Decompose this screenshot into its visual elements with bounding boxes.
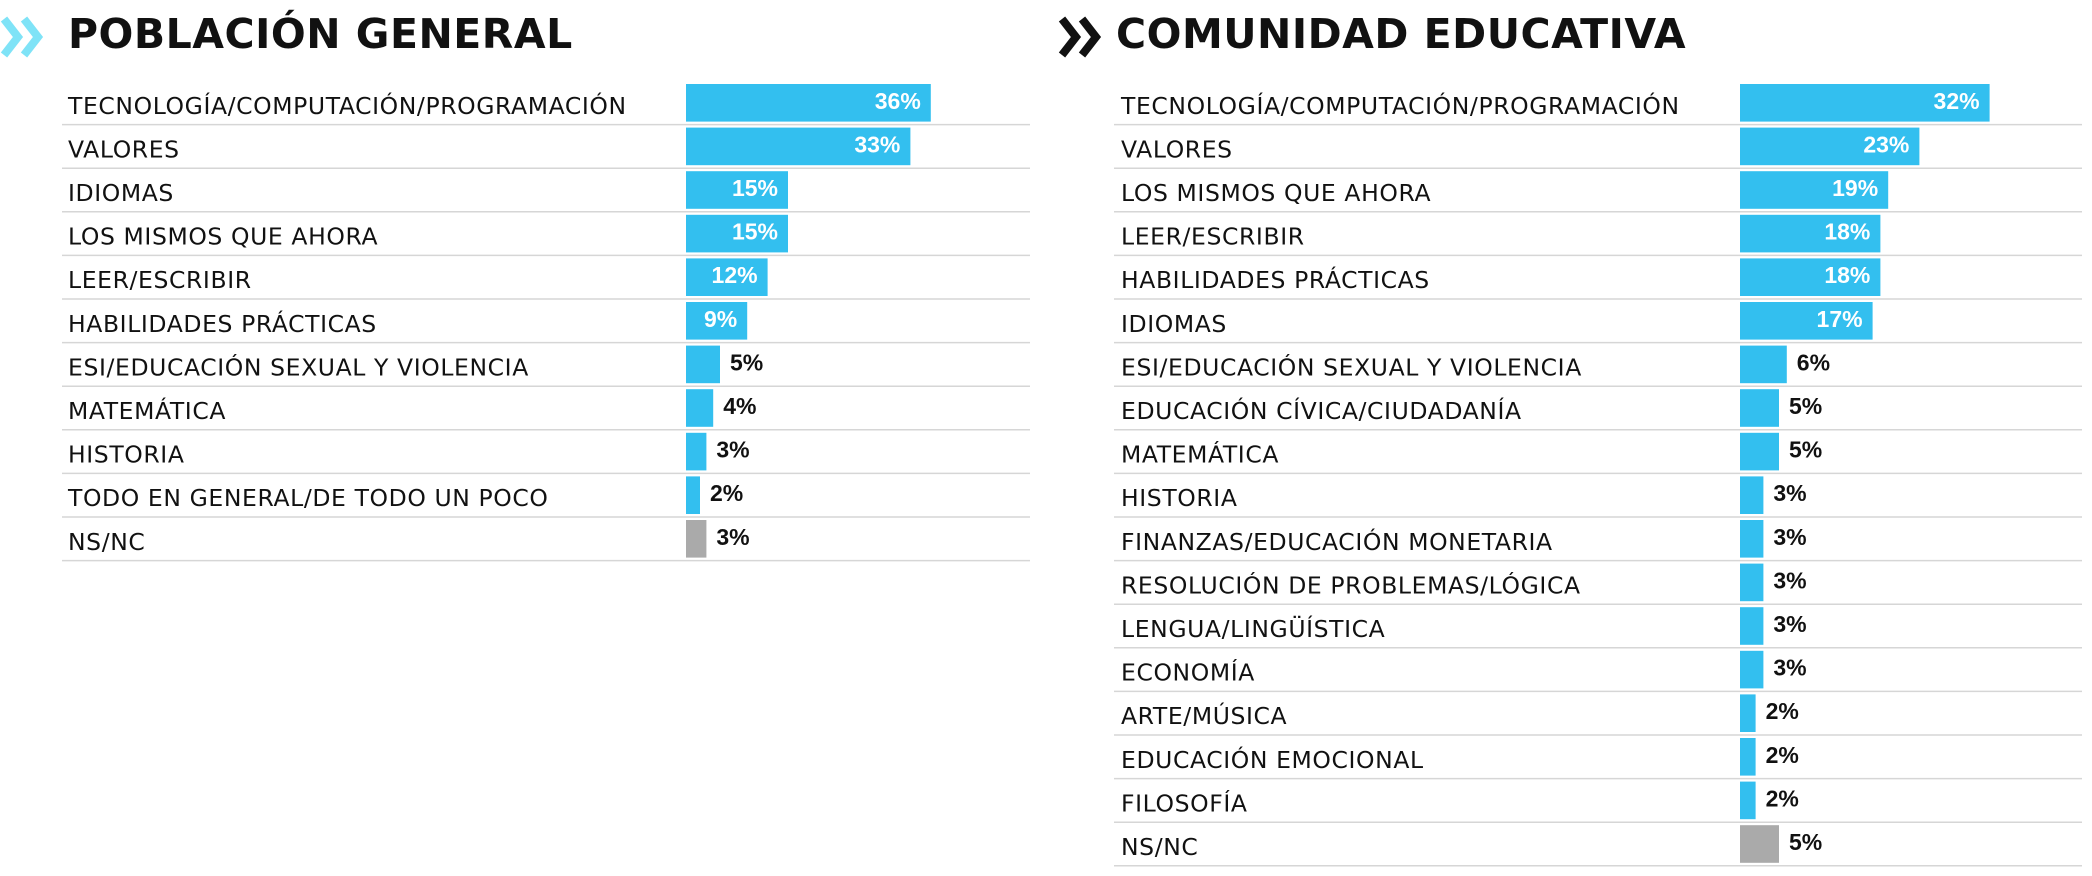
value-label: 4% [723,393,756,419]
value-label: 3% [716,437,749,463]
value-label: 9% [704,306,737,332]
bar [686,258,768,296]
value-label: 18% [1824,219,1870,245]
bar [686,302,748,340]
category-label: ARTE/MÚSICA [1121,702,1287,730]
category-label: EDUCACIÓN CÍVICA/CIUDADANÍA [1121,397,1522,425]
bar [1740,171,1889,209]
bar [1740,302,1873,340]
category-label: LOS MISMOS QUE AHORA [68,223,378,251]
category-label: ECONOMÍA [1121,659,1255,687]
value-label: 36% [875,88,921,114]
value-label: 5% [1789,829,1822,855]
bar [1740,694,1756,732]
value-label: 5% [1789,393,1822,419]
category-label: FINANZAS/EDUCACIÓN MONETARIA [1121,528,1553,556]
category-label: HISTORIA [1121,484,1238,512]
category-label: NS/NC [68,528,145,556]
category-label: MATEMÁTICA [1121,441,1279,469]
bar [686,171,788,209]
category-label: HABILIDADES PRÁCTICAS [68,310,377,338]
bar [1740,84,1990,122]
value-label: 3% [1773,524,1806,550]
bar [1740,738,1756,776]
value-label: 3% [1773,480,1806,506]
bar [1740,650,1764,689]
bar [1740,825,1779,863]
category-label: TECNOLOGÍA/COMPUTACIÓN/PROGRAMACIÓN [67,92,627,120]
bar [686,214,788,253]
category-label: MATEMÁTICA [68,397,226,425]
bar [1740,389,1779,427]
category-label: IDIOMAS [1121,310,1227,338]
value-label: 5% [730,349,763,375]
double-chevron-right-icon [0,16,44,58]
bar [686,476,700,514]
category-label: VALORES [1121,135,1233,163]
value-label: 33% [854,131,900,157]
bar [1740,563,1764,602]
value-label: 17% [1817,306,1863,332]
value-label: 3% [716,524,749,550]
value-label: 6% [1797,349,1830,375]
bar [1740,607,1764,645]
bar [686,127,911,166]
value-label: 19% [1832,175,1878,201]
panel-title: POBLACIÓN GENERAL [68,10,573,58]
value-label: 2% [1766,698,1799,724]
category-label: LEER/ESCRIBIR [68,266,252,294]
value-label: 5% [1789,437,1822,463]
category-label: TODO EN GENERAL/DE TODO UN POCO [67,484,549,512]
value-label: 3% [1773,611,1806,637]
category-label: LENGUA/LINGÜÍSTICA [1121,615,1385,643]
value-label: 2% [710,480,743,506]
bar [1740,432,1779,471]
double-chevron-right-icon [1058,16,1102,58]
value-label: 18% [1824,262,1870,288]
bar [686,520,707,558]
bar [686,84,931,122]
category-label: RESOLUCIÓN DE PROBLEMAS/LÓGICA [1121,571,1581,599]
value-label: 15% [732,219,778,245]
value-label: 2% [1766,742,1799,768]
category-label: LEER/ESCRIBIR [1121,223,1305,251]
category-label: HISTORIA [68,441,185,469]
category-label: ESI/EDUCACIÓN SEXUAL Y VIOLENCIA [68,353,529,381]
value-label: 23% [1863,131,1909,157]
value-label: 3% [1773,655,1806,681]
bar [1740,345,1787,384]
category-label: VALORES [68,135,180,163]
category-label: NS/NC [1121,833,1198,861]
bar [686,432,707,471]
bar [1740,214,1881,253]
category-label: HABILIDADES PRÁCTICAS [1121,266,1430,294]
value-label: 2% [1766,785,1799,811]
value-label: 32% [1934,88,1980,114]
bar [1740,781,1756,820]
bar [1740,520,1764,558]
bar [686,345,720,384]
panel-title: COMUNIDAD EDUCATIVA [1116,10,1687,58]
category-label: IDIOMAS [68,179,174,207]
category-label: LOS MISMOS QUE AHORA [1121,179,1431,207]
value-label: 12% [712,262,758,288]
category-label: EDUCACIÓN EMOCIONAL [1121,746,1424,774]
value-label: 15% [732,175,778,201]
bar-chart-poblacion-general: TECNOLOGÍA/COMPUTACIÓN/PROGRAMACIÓN 36% VA… [62,84,1030,562]
bar [1740,258,1881,296]
bar [686,389,714,427]
bar [1740,127,1920,166]
category-label: ESI/EDUCACIÓN SEXUAL Y VIOLENCIA [1121,353,1582,381]
bar [1740,476,1764,514]
value-label: 3% [1773,567,1806,593]
category-label: FILOSOFÍA [1121,789,1248,817]
category-label: TECNOLOGÍA/COMPUTACIÓN/PROGRAMACIÓN [1120,92,1680,120]
